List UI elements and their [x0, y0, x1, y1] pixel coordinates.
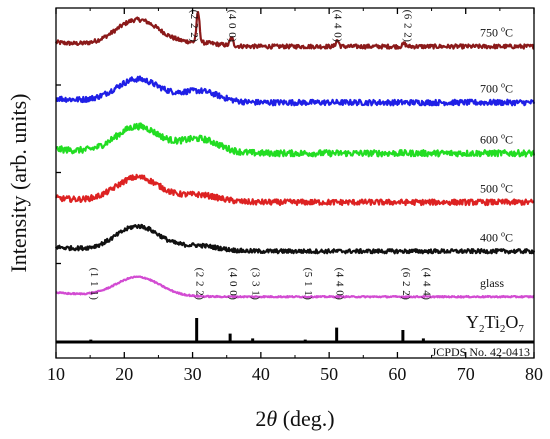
- reference-hkl-label: (2 2 2): [194, 268, 206, 301]
- peak-annotation: (4 4 0): [332, 10, 344, 43]
- series-label: 750 oC: [480, 25, 513, 40]
- series-line: [54, 10, 535, 50]
- series-label: 400 oC: [480, 229, 513, 244]
- x-axis-title: 2θ (deg.): [255, 406, 334, 431]
- series-label: glass: [480, 276, 504, 290]
- reference-hkl-label: (5 1 1): [302, 268, 314, 301]
- series-label: 600 oC: [480, 131, 513, 146]
- y-axis-title: Intensity (arb. units): [6, 93, 31, 272]
- x-tick-label: 60: [388, 364, 406, 384]
- series-label: 500 oC: [480, 180, 513, 195]
- series-line: [55, 122, 536, 158]
- plot-frame: [55, 7, 535, 359]
- x-tick-label: 70: [457, 364, 475, 384]
- reference-hkl-label: (4 4 4): [420, 268, 432, 301]
- x-tick-label: 30: [184, 364, 202, 384]
- series-labels: 750 oC 700 oC 600 oC 500 oC 400 oC glass: [480, 25, 513, 290]
- series-line: [55, 75, 536, 107]
- x-tick-label: 20: [115, 364, 133, 384]
- reference-hkl-label: (1 1 1): [88, 268, 100, 301]
- x-tick-label: 10: [47, 364, 65, 384]
- series-label: 700 oC: [480, 81, 513, 96]
- peak-annotations: (2 2 2) (4 0 0) (4 4 0) (6 2 2): [188, 10, 413, 43]
- x-tick-label: 50: [320, 364, 338, 384]
- peak-annotation: (4 0 0): [226, 10, 238, 43]
- reference-hkl-label: (4 4 0): [334, 268, 346, 301]
- series-line: [55, 173, 535, 207]
- x-tick-label: 80: [525, 364, 543, 384]
- peak-annotation: (2 2 2): [188, 10, 200, 43]
- reference-hkl-label: (3 3 1): [250, 268, 262, 301]
- x-tick-label: 40: [252, 364, 270, 384]
- reference-pattern: (1 1 1) (2 2 2) (4 0 0) (3 3 1) (5 1 1) (4 4 …: [56, 268, 534, 359]
- series-layer: [54, 10, 536, 299]
- series-line: [55, 223, 536, 255]
- reference-hkl-label: (6 2 2): [400, 268, 412, 301]
- reference-formula: Y2Ti2O7: [466, 312, 524, 335]
- series-line: [55, 275, 535, 299]
- reference-hkl-label: (4 0 0): [227, 268, 239, 301]
- peak-annotation: (6 2 2): [401, 10, 413, 43]
- axis-ticks: 10 20 30 40 50 60 70 80: [47, 8, 543, 384]
- reference-card: JCPDS No. 42-0413: [432, 345, 530, 359]
